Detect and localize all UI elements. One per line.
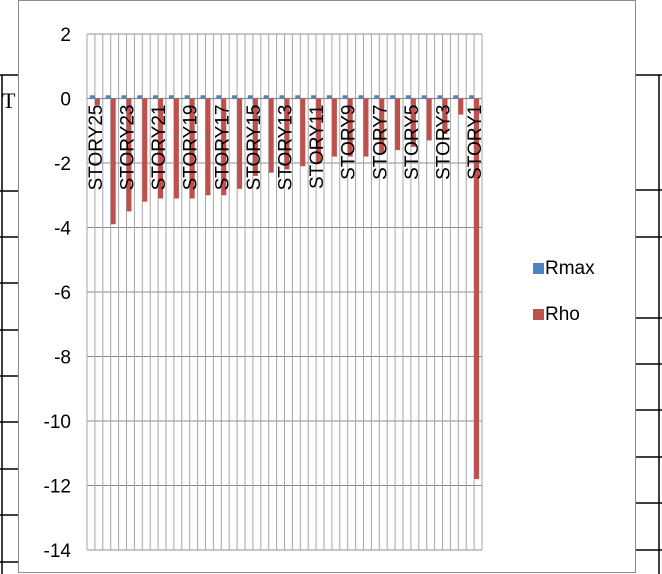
y-tick-label: 0 [60,90,71,111]
x-category-label: STORY11 [307,105,328,190]
x-category-label: STORY9 [339,105,360,180]
bar-rho-story22 [142,98,148,202]
bar-rho-story16 [237,98,243,189]
background-glyph: T [2,88,16,113]
y-tick-label: -14 [44,541,72,562]
bar-rho-story15 [252,98,258,176]
bar-rho-story3 [442,98,448,134]
bar-rmax-story3 [437,95,443,99]
bar-rho-story7 [379,98,385,154]
y-tick-label: -12 [44,477,71,498]
bar-rmax-story24 [105,95,111,99]
bar-rho-story24 [110,98,116,225]
bar-rho-story9 [347,98,353,157]
bar-rmax-story9 [342,95,348,99]
bar-rho-story21 [158,98,164,199]
bar-rho-story14 [268,98,274,173]
y-tick-label: -6 [54,283,71,304]
bar-rmax-story20 [168,95,174,99]
bar-rho-story19 [189,98,195,199]
x-category-label: STORY17 [212,105,233,191]
bar-rmax-story21 [153,95,159,99]
x-category-label: STORY1 [465,105,486,180]
y-tick-label: -2 [54,154,71,175]
bar-rho-story25 [94,98,100,105]
bar-rmax-story19 [184,95,190,99]
bar-rmax-story23 [121,95,127,99]
bar-rmax-story14 [263,95,269,99]
chart-frame: 2 0 -2 -4 -6 -8 -10 -12 -14 STORY25 STORY23 STORY2… [18,0,636,573]
x-category-label: STORY15 [244,105,265,191]
bar-rmax-story1 [469,95,475,99]
bar-rho-story13 [284,98,290,170]
legend-label-rho: Rho [545,304,580,325]
bar-rho-story18 [205,98,211,196]
bar-rho-story4 [426,98,432,141]
bar-rho-story1 [474,98,480,480]
legend[interactable]: Rmax Rho [533,258,595,325]
legend-swatch-rmax [533,263,544,274]
bar-rho-story10 [331,98,337,157]
x-category-label: STORY23 [118,105,139,191]
bar-rho-story12 [300,98,306,167]
bar-layer [89,95,480,480]
bar-rmax-story17 [216,95,222,99]
bar-rmax-story11 [311,95,317,99]
bar-rho-story8 [363,98,369,157]
bar-rho-story17 [221,98,227,196]
bar-rho-story23 [126,98,132,212]
y-tick-label: -10 [44,412,71,433]
bar-rho-story2 [458,98,464,115]
bar-rmax-story8 [358,95,364,99]
y-tick-label: 2 [60,25,71,46]
bar-rmax-story6 [390,95,396,99]
x-category-label: STORY21 [149,105,170,191]
bar-rmax-story22 [137,95,143,99]
bar-rmax-story16 [232,95,238,99]
bar-rmax-story2 [453,95,459,99]
bar-rmax-story18 [200,95,206,99]
x-category-label: STORY25 [86,105,107,191]
x-category-label: STORY13 [276,105,297,191]
x-category-label: STORY19 [181,105,202,191]
bar-rmax-story5 [405,95,411,99]
bar-rmax-story15 [247,95,253,99]
x-category-label: STORY3 [434,105,455,180]
x-category-label: STORY5 [402,105,423,180]
bar-rmax-story12 [295,95,301,99]
bar-rmax-story4 [421,95,427,99]
bar-chart: 20-2-4-6-8-10-12-14 STORY25 STORY23 STORY2… [44,25,596,562]
x-category-label: STORY7 [370,105,391,180]
y-tick-label: -4 [54,219,71,240]
bar-rmax-story10 [326,95,332,99]
category-labels: STORY25 STORY23 STORY21 STORY19 STORY17 STORY… [86,105,486,191]
axis-layer: 2 0 -2 -4 -6 -8 -10 -12 -14 [44,25,482,562]
y-tick-label: -8 [54,348,71,369]
bar-rho-story11 [316,98,322,163]
bar-rmax-story7 [374,95,380,99]
bar-rmax-story25 [89,95,95,99]
bar-rho-story5 [410,98,416,147]
legend-label-rmax: Rmax [545,258,595,279]
bar-rho-story20 [173,98,179,199]
legend-swatch-rho [533,309,544,320]
bar-rho-story6 [395,98,401,151]
bar-rmax-story13 [279,95,285,99]
